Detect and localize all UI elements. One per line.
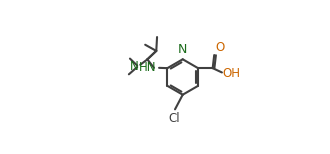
Text: O: O: [215, 41, 224, 54]
Text: OH: OH: [222, 67, 241, 80]
Text: Cl: Cl: [169, 112, 181, 125]
Text: N: N: [130, 60, 138, 73]
Text: HN: HN: [139, 61, 156, 74]
Text: N: N: [178, 43, 187, 56]
